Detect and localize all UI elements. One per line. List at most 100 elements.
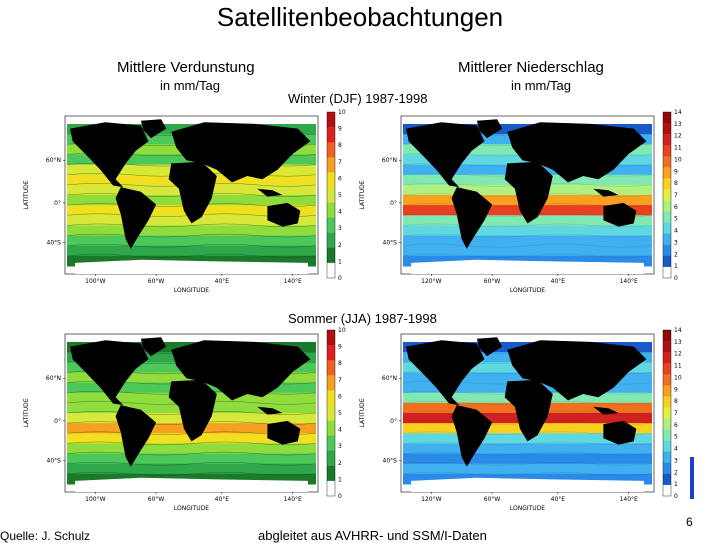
colorbar-tick-label: 10 (338, 109, 346, 116)
south-america-landmass (115, 187, 157, 249)
latitude-tick-label: 0° (390, 200, 397, 207)
latitude-tick-label: 0° (54, 418, 61, 425)
colorbar-swatch (663, 352, 671, 364)
north-america-landmass (70, 340, 149, 406)
latitude-tick-label: 40°S (383, 239, 398, 246)
colorbar-tick-label: 12 (674, 351, 682, 358)
longitude-axis-label: LONGITUDE (510, 287, 545, 294)
colorbar-swatch (663, 123, 671, 135)
latitude-tick-label: 60°N (382, 157, 397, 164)
source-credit: Quelle: J. Schulz (0, 529, 91, 543)
colorbar-tick-label: 5 (674, 216, 678, 223)
ocean-band (403, 443, 652, 455)
colorbar-tick-label: 2 (338, 460, 342, 467)
latitude-tick-label: 60°N (46, 375, 61, 382)
colorbar-tick-label: 1 (674, 481, 678, 488)
contour-line (66, 451, 317, 456)
ocean-band (67, 453, 316, 465)
colorbar-swatch (663, 112, 671, 124)
colorbar-swatch (327, 202, 335, 218)
longitude-tick-label: 60°W (148, 278, 165, 285)
colorbar-swatch (663, 211, 671, 223)
evaporation-heading: Mittlere Verdunstung (117, 59, 255, 76)
africa-landmass (504, 379, 553, 442)
australia-landmass (603, 420, 637, 445)
latitude-axis-label: LATITUDE (23, 398, 30, 427)
australia-landmass (267, 202, 301, 227)
indonesia-landmass (257, 406, 283, 415)
colorbar-swatch (663, 134, 671, 146)
colorbar-swatch (663, 244, 671, 257)
colorbar-tick-label: 8 (674, 398, 678, 405)
colorbar-swatch (663, 396, 671, 408)
colorbar-swatch (327, 480, 335, 497)
colorbar-swatch (327, 405, 335, 421)
ocean-band (403, 463, 652, 475)
colorbar-tick-label: 11 (674, 363, 682, 370)
colorbar-swatch (327, 420, 335, 436)
colorbar-swatch (663, 330, 671, 342)
longitude-tick-label: 40°E (551, 496, 566, 503)
indonesia-landmass (257, 188, 283, 197)
colorbar-tick-label: 5 (338, 192, 342, 199)
colorbar-swatch (663, 341, 671, 353)
colorbar-tick-label: 13 (674, 121, 682, 128)
colorbar-swatch (663, 200, 671, 212)
colorbar-tick-label: 4 (338, 209, 342, 216)
colorbar-swatch (663, 385, 671, 397)
latitude-tick-label: 60°N (382, 375, 397, 382)
contour-line (402, 441, 653, 446)
longitude-axis-label: LONGITUDE (174, 505, 209, 512)
colorbar-swatch (663, 178, 671, 190)
antarctica-landmass (75, 259, 308, 274)
contour-line (66, 223, 317, 228)
antarctica-landmass (411, 259, 644, 274)
contour-line (402, 451, 653, 456)
colorbar-tick-label: 5 (674, 434, 678, 441)
colorbar-swatch (327, 330, 335, 346)
contour-line (402, 462, 653, 466)
greenland-landmass (476, 119, 503, 139)
colorbar-tick-label: 3 (674, 239, 678, 246)
colorbar-swatch (327, 187, 335, 203)
colorbar-tick-label: 8 (338, 360, 342, 367)
colorbar-swatch (327, 217, 335, 234)
colorbar-tick-label: 0 (674, 275, 678, 282)
colorbar-tick-label: 6 (674, 204, 678, 211)
latitude-tick-label: 40°S (383, 457, 398, 464)
colorbar-swatch (327, 232, 335, 249)
north-america-landmass (70, 122, 149, 188)
ocean-band (403, 245, 652, 257)
colorbar-tick-label: 2 (338, 242, 342, 249)
colorbar-swatch (327, 127, 335, 143)
contour-line (402, 233, 653, 238)
colorbar-tick-label: 7 (338, 159, 342, 166)
colorbar-tick-label: 0 (674, 493, 678, 500)
colorbar-swatch (327, 142, 335, 158)
evaporation-unit: in mm/Tag (160, 78, 220, 93)
colorbar-tick-label: 14 (674, 109, 682, 116)
ocean-band (67, 245, 316, 257)
colorbar-swatch (663, 440, 671, 453)
colorbar-tick-label: 1 (338, 258, 342, 265)
evaporation-summer-map: LATITUDE LONGITUDE 60°N 0° 40°S 100°W 60°W 40°E… (23, 327, 346, 512)
contour-line (402, 223, 653, 228)
slide-accent-bar (690, 457, 694, 499)
longitude-tick-label: 140°E (620, 278, 638, 285)
south-america-landmass (115, 405, 157, 467)
longitude-tick-label: 120°W (421, 278, 441, 285)
latitude-axis-label: LATITUDE (23, 180, 30, 209)
colorbar-tick-label: 8 (338, 142, 342, 149)
colorbar-swatch (327, 157, 335, 173)
colorbar-swatch (327, 345, 335, 361)
europe-asia-landmass (507, 122, 647, 183)
colorbar-swatch (327, 390, 335, 406)
colorbar-swatch (327, 435, 335, 452)
colorbar-tick-label: 12 (674, 133, 682, 140)
data-source-note: abgleitet aus AVHRR- und SSM/I-Daten (258, 528, 487, 543)
indonesia-landmass (593, 188, 619, 197)
europe-asia-landmass (507, 340, 647, 401)
ocean-band (403, 225, 652, 237)
colorbar-swatch (663, 484, 671, 497)
latitude-axis-label: LATITUDE (359, 398, 366, 427)
